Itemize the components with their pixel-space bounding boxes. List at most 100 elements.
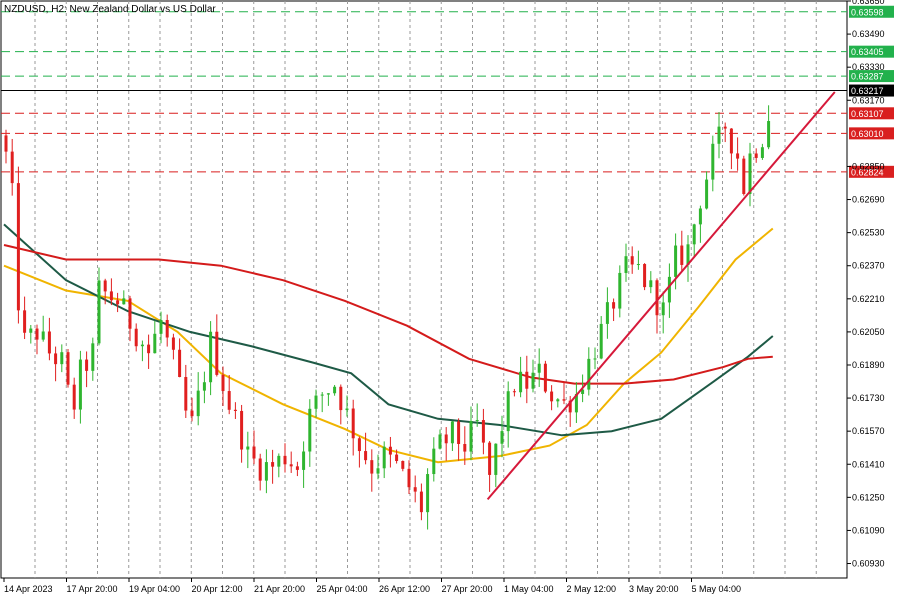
bull-candle (767, 121, 771, 148)
bear-candle (444, 434, 448, 444)
resistance-level-badge (849, 5, 894, 18)
bear-candle (754, 153, 758, 158)
bull-candle (159, 319, 163, 334)
bull-candle (246, 446, 250, 450)
bull-candle (153, 333, 157, 354)
trendline-group (486, 91, 836, 501)
time-tick-label: 25 Apr 04:00 (317, 584, 368, 594)
bull-candle (475, 420, 479, 422)
bear-candle (407, 468, 411, 488)
bull-candle (717, 126, 721, 144)
time-tick-label: 1 May 04:00 (504, 584, 554, 594)
bear-candle (370, 460, 374, 474)
support-trendline (486, 91, 836, 501)
bear-candle (488, 442, 492, 475)
price-tick-label: 0.62690 (852, 195, 885, 205)
price-axis: 0.63650 0.63490 0.63330 0.63170 0.62850 0.626… (847, 0, 885, 569)
vertical-grid (34, 1, 817, 578)
time-tick-label: 5 May 04:00 (692, 584, 742, 594)
bull-candle (618, 272, 622, 309)
bull-candle (122, 298, 126, 305)
candles (4, 105, 771, 530)
bear-candle (723, 126, 727, 129)
time-tick-label: 27 Apr 20:00 (442, 584, 493, 594)
bear-candle (109, 291, 113, 301)
bull-candle (636, 264, 640, 266)
time-tick-label: 14 Apr 2023 (4, 584, 53, 594)
bear-candle (742, 158, 746, 194)
bear-candle (680, 245, 684, 265)
bear-candle (525, 371, 529, 389)
bull-candle (382, 446, 386, 469)
bull-candle (587, 358, 591, 390)
bear-candle (221, 374, 225, 392)
price-tick-label: 0.61890 (852, 360, 885, 370)
bull-candle (686, 244, 690, 265)
bear-candle (85, 359, 89, 371)
bear-candle (190, 410, 194, 417)
bull-candle (450, 421, 454, 444)
bear-candle (252, 446, 256, 459)
bull-candle (140, 344, 144, 347)
bear-candle (54, 353, 58, 365)
bear-candle (339, 386, 343, 411)
bull-candle (41, 331, 45, 340)
bull-candle (649, 280, 653, 288)
bull-candle (320, 394, 324, 396)
bull-candle (376, 468, 380, 474)
bear-candle (147, 344, 151, 354)
bull-candle (711, 143, 715, 180)
bull-candle (674, 245, 678, 277)
price-tick-label: 0.62050 (852, 327, 885, 337)
time-tick-label: 20 Apr 12:00 (192, 584, 243, 594)
bull-candle (438, 434, 442, 449)
bear-candle (357, 438, 361, 452)
bear-candle (736, 153, 740, 159)
bear-candle (550, 391, 554, 402)
bull-candle (760, 147, 764, 158)
moving-average-mid-line (3, 223, 774, 437)
bull-candle (698, 208, 702, 225)
bear-candle (463, 444, 467, 452)
bear-candle (395, 454, 399, 462)
bear-candle (23, 310, 27, 333)
bull-candle (574, 393, 578, 413)
bear-candle (116, 300, 120, 305)
bear-candle (289, 464, 293, 467)
bear-candle (481, 420, 485, 443)
bear-candle (128, 298, 132, 329)
bull-candle (196, 390, 200, 417)
support-level-label: 0.63010 (851, 129, 884, 139)
support-level-badge (849, 127, 894, 140)
bull-candle (97, 280, 101, 344)
price-tick-label: 0.61090 (852, 525, 885, 535)
bear-candle (271, 462, 275, 467)
current-price-badge (849, 84, 894, 97)
time-tick-label: 19 Apr 04:00 (129, 584, 180, 594)
chart-title: NZDUSD, H2: New Zealand Dollar vs US Dol… (4, 4, 216, 15)
price-tick-label: 0.62530 (852, 228, 885, 238)
bear-candle (295, 466, 299, 470)
time-axis: 14 Apr 2023 17 Apr 20:00 19 Apr 04:00 20 Ap… (3, 578, 742, 594)
bear-candle (457, 421, 461, 445)
bull-candle (209, 331, 213, 383)
bull-candle (599, 323, 603, 359)
bear-candle (103, 280, 107, 292)
bull-candle (537, 363, 541, 373)
bear-candle (643, 264, 647, 288)
bear-candle (16, 183, 20, 311)
horizontal-levels: 0.63598 0.63405 0.63287 0.63107 0.63010 0.628… (1, 5, 894, 178)
bull-candle (277, 455, 281, 467)
bear-candle (10, 151, 14, 184)
resistance-level-label: 0.63287 (851, 72, 884, 82)
bull-candle (531, 372, 535, 389)
bull-candle (692, 224, 696, 245)
price-tick-label: 0.61410 (852, 459, 885, 469)
bull-candle (308, 408, 312, 452)
bull-candle (29, 328, 33, 333)
support-level-label: 0.63107 (851, 109, 884, 119)
bull-candle (345, 408, 349, 411)
bear-candle (562, 399, 566, 401)
bear-candle (258, 458, 262, 481)
